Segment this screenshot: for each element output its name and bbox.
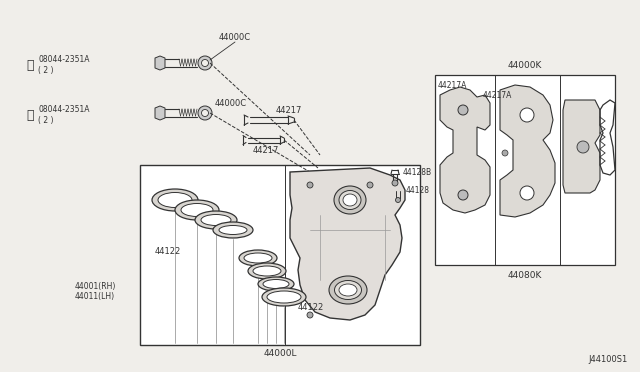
Ellipse shape bbox=[343, 194, 357, 206]
Polygon shape bbox=[155, 56, 165, 70]
Circle shape bbox=[458, 190, 468, 200]
Circle shape bbox=[307, 312, 313, 318]
Ellipse shape bbox=[195, 211, 237, 229]
Bar bbox=[140, 165, 420, 345]
Ellipse shape bbox=[152, 189, 198, 211]
Text: 44217A: 44217A bbox=[438, 80, 467, 90]
Bar bbox=[435, 75, 615, 265]
Polygon shape bbox=[155, 106, 165, 120]
Circle shape bbox=[202, 60, 209, 67]
Text: 08044-2351A
( 2 ): 08044-2351A ( 2 ) bbox=[38, 105, 90, 125]
Circle shape bbox=[577, 141, 589, 153]
Ellipse shape bbox=[181, 203, 213, 217]
Ellipse shape bbox=[175, 200, 219, 220]
Ellipse shape bbox=[263, 279, 289, 289]
Polygon shape bbox=[290, 168, 405, 320]
Text: J44100S1: J44100S1 bbox=[589, 356, 628, 365]
Ellipse shape bbox=[253, 266, 281, 276]
Circle shape bbox=[307, 182, 313, 188]
Ellipse shape bbox=[244, 253, 272, 263]
Ellipse shape bbox=[329, 276, 367, 304]
Text: 08044-2351A
( 2 ): 08044-2351A ( 2 ) bbox=[38, 55, 90, 75]
Polygon shape bbox=[563, 100, 600, 193]
Circle shape bbox=[367, 182, 373, 188]
Circle shape bbox=[520, 108, 534, 122]
Text: 44000K: 44000K bbox=[508, 61, 542, 70]
Ellipse shape bbox=[339, 190, 361, 209]
Circle shape bbox=[458, 105, 468, 115]
Text: 44128B: 44128B bbox=[403, 167, 432, 176]
Ellipse shape bbox=[339, 284, 357, 296]
Text: 44000C: 44000C bbox=[215, 99, 247, 108]
Circle shape bbox=[502, 150, 508, 156]
Text: 44122: 44122 bbox=[155, 247, 181, 257]
Circle shape bbox=[198, 56, 212, 70]
Text: 44011(LH): 44011(LH) bbox=[75, 292, 115, 301]
Text: 44000C: 44000C bbox=[219, 32, 251, 42]
Ellipse shape bbox=[219, 225, 247, 234]
Circle shape bbox=[198, 106, 212, 120]
Text: Ⓑ: Ⓑ bbox=[26, 58, 34, 71]
Text: 44122: 44122 bbox=[298, 304, 324, 312]
Text: 44217: 44217 bbox=[276, 106, 302, 115]
Ellipse shape bbox=[267, 291, 301, 303]
Text: 44000L: 44000L bbox=[263, 349, 297, 357]
Circle shape bbox=[202, 109, 209, 116]
Polygon shape bbox=[500, 85, 555, 217]
Ellipse shape bbox=[335, 280, 362, 299]
Ellipse shape bbox=[262, 288, 306, 306]
Text: 44128: 44128 bbox=[406, 186, 430, 195]
Ellipse shape bbox=[258, 277, 294, 291]
Circle shape bbox=[520, 186, 534, 200]
Ellipse shape bbox=[334, 186, 366, 214]
Ellipse shape bbox=[201, 215, 231, 225]
Circle shape bbox=[392, 180, 398, 186]
Text: 44217: 44217 bbox=[253, 145, 280, 154]
Text: 44001(RH): 44001(RH) bbox=[75, 282, 116, 291]
Ellipse shape bbox=[248, 263, 286, 279]
Polygon shape bbox=[440, 87, 490, 213]
Text: 44217A: 44217A bbox=[483, 90, 513, 99]
Circle shape bbox=[396, 198, 401, 202]
Text: Ⓑ: Ⓑ bbox=[26, 109, 34, 122]
Text: 44080K: 44080K bbox=[508, 270, 542, 279]
Ellipse shape bbox=[158, 192, 192, 208]
Ellipse shape bbox=[239, 250, 277, 266]
Ellipse shape bbox=[213, 222, 253, 238]
